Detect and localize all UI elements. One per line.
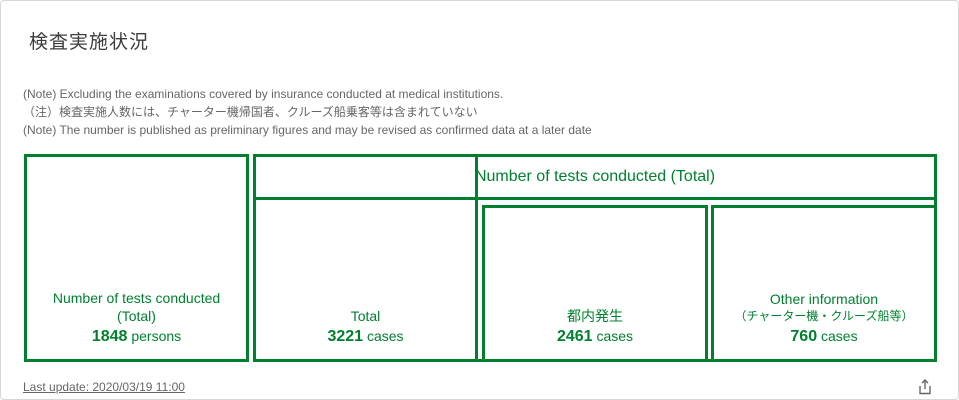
other-label: Other information [769, 291, 879, 307]
other-value: 760 [790, 328, 818, 345]
note-line: (Note) Excluding the examinations covere… [23, 87, 504, 101]
persons-value-line: 1848 persons [92, 326, 181, 347]
other-value-line: 760 cases [790, 326, 857, 347]
total-box: Total 3221 cases [253, 154, 478, 362]
notes: (Note) Excluding the examinations covere… [23, 85, 592, 139]
tonai-value: 2461 [556, 328, 593, 345]
other-unit: cases [821, 328, 858, 344]
tonai-value-line: 2461 cases [557, 326, 633, 347]
persons-label: Number of tests conducted [52, 290, 221, 306]
other-box: Other information （チャーター機・クルーズ船等） 760 ca… [711, 205, 937, 362]
note-line: (Note) The number is published as prelim… [23, 123, 592, 137]
share-icon[interactable] [917, 379, 933, 395]
note-line: （注）検査実施人数には、チャーター機帰国者、クルーズ船乗客等は含まれていない [23, 105, 478, 119]
tonai-label: 都内発生 [567, 308, 623, 324]
tests-header-label: Number of tests conducted (Total) [474, 168, 716, 185]
total-value-line: 3221 cases [327, 326, 403, 347]
total-label: Total [350, 308, 381, 324]
other-sublabel: （チャーター機・クルーズ船等） [734, 309, 914, 323]
persons-label-sub: (Total) [117, 308, 156, 324]
persons-box: Number of tests conducted (Total) 1848 p… [24, 154, 249, 362]
total-value: 3221 [327, 328, 364, 345]
persons-value: 1848 [91, 328, 128, 345]
card-title: 検査実施状況 [29, 32, 150, 53]
tonai-unit: cases [596, 328, 634, 344]
total-unit: cases [366, 328, 404, 344]
persons-unit: persons [131, 328, 182, 344]
last-update-link[interactable]: Last update: 2020/03/19 11:00 [23, 380, 185, 394]
tonai-box: 都内発生 2461 cases [482, 205, 708, 362]
